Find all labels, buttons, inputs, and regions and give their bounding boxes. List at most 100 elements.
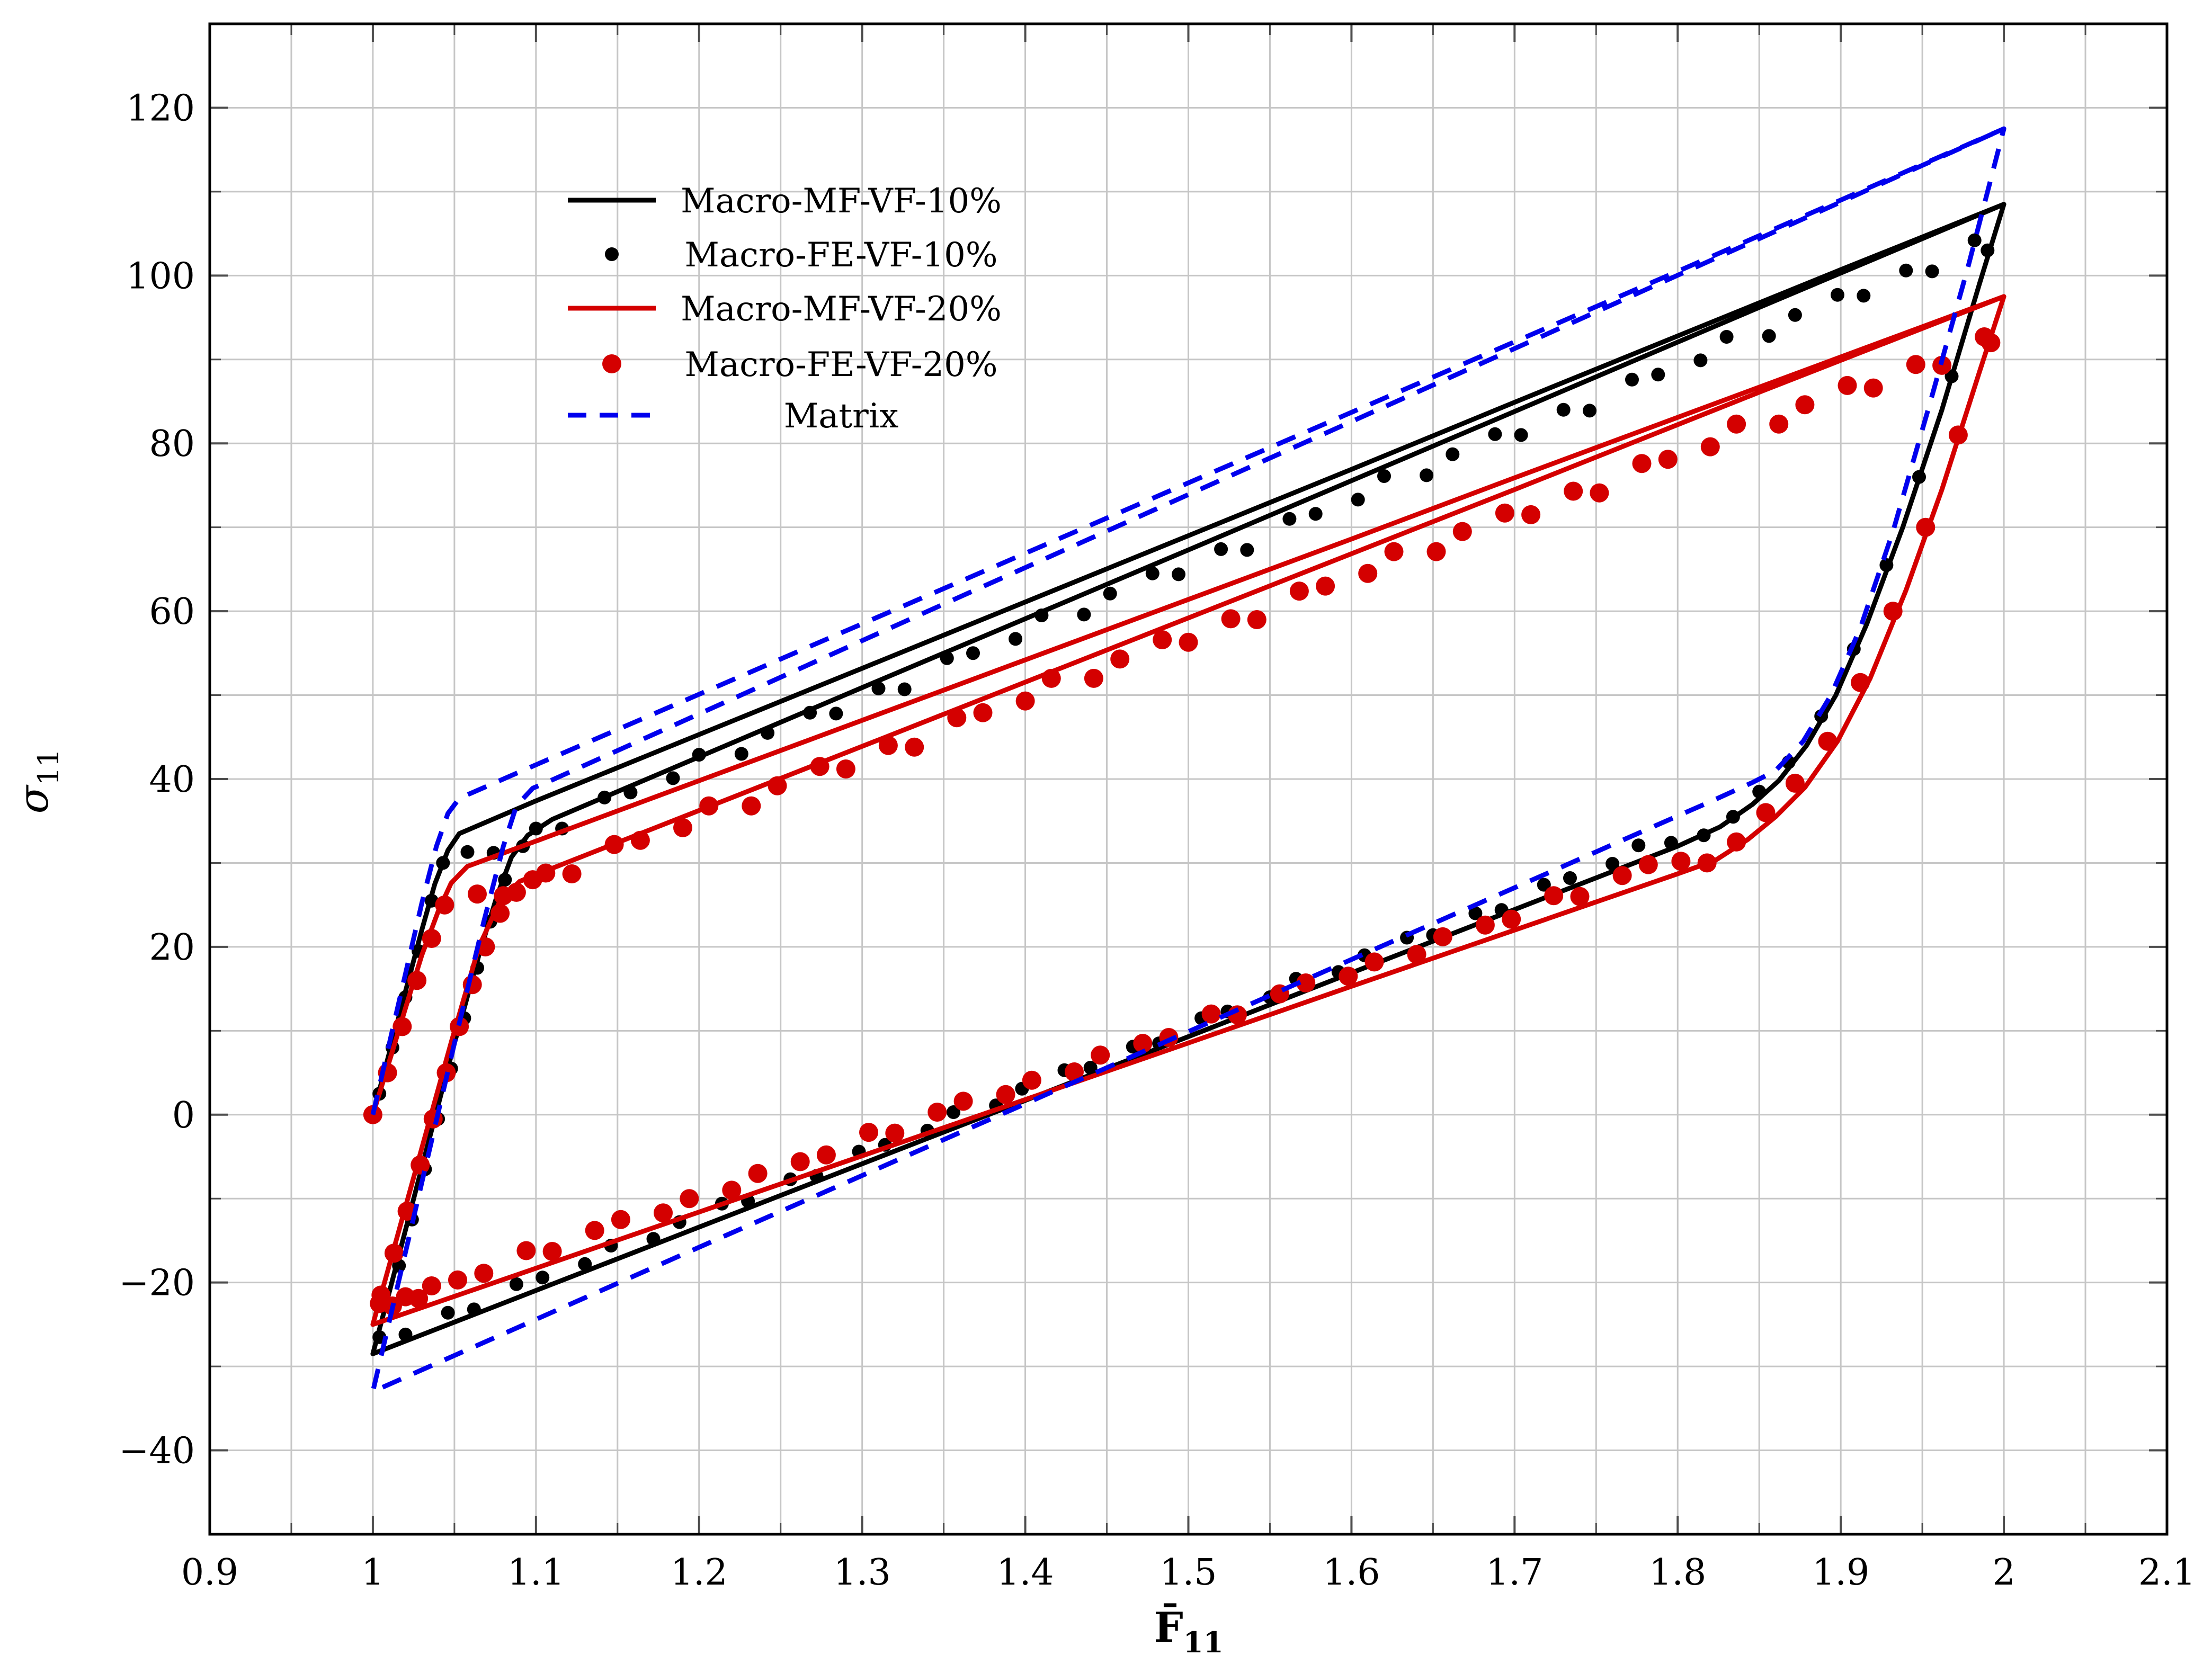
legend-sample-marker <box>605 247 619 261</box>
y-tick-label: −40 <box>119 1430 195 1472</box>
marker-macro-fe-vf-20- <box>1612 866 1632 885</box>
marker-macro-fe-vf-20- <box>1916 517 1936 537</box>
marker-macro-fe-vf-10- <box>940 651 954 665</box>
legend-label: Macro-MF-VF-10% <box>681 182 1002 221</box>
marker-macro-fe-vf-20- <box>1426 542 1446 561</box>
marker-macro-fe-vf-10- <box>1981 243 1995 257</box>
legend-label: Macro-FE-VF-20% <box>684 345 997 384</box>
marker-macro-fe-vf-20- <box>953 1092 973 1111</box>
marker-macro-fe-vf-10- <box>1899 263 1913 278</box>
marker-macro-fe-vf-20- <box>1521 505 1541 524</box>
marker-macro-fe-vf-10- <box>666 771 680 785</box>
x-tick-label: 1.7 <box>1486 1552 1543 1594</box>
marker-macro-fe-vf-20- <box>1658 450 1678 469</box>
marker-macro-fe-vf-10- <box>1726 810 1740 824</box>
marker-macro-fe-vf-20- <box>1201 1004 1221 1024</box>
marker-macro-fe-vf-20- <box>393 1017 412 1036</box>
marker-macro-fe-vf-10- <box>734 747 748 761</box>
marker-macro-fe-vf-10- <box>498 873 512 887</box>
marker-macro-fe-vf-10- <box>646 1232 661 1246</box>
y-axis-title: σ11 <box>10 749 65 814</box>
marker-macro-fe-vf-10- <box>1945 369 1959 383</box>
axis-ticks <box>209 24 2168 1534</box>
marker-macro-fe-vf-20- <box>859 1123 878 1142</box>
marker-macro-fe-vf-10- <box>1752 784 1767 799</box>
marker-macro-fe-vf-10- <box>966 646 980 660</box>
x-tick-label: 1.3 <box>834 1552 891 1594</box>
marker-macro-fe-vf-20- <box>422 1276 441 1295</box>
data-series <box>363 126 2006 1394</box>
marker-macro-fe-vf-20- <box>748 1164 768 1183</box>
marker-macro-fe-vf-20- <box>947 708 967 728</box>
x-tick-label: 1.1 <box>507 1552 565 1594</box>
plot-frame <box>208 22 2169 1536</box>
marker-macro-fe-vf-20- <box>1133 1034 1153 1053</box>
marker-macro-fe-vf-20- <box>1906 355 1925 374</box>
y-tick-label: 20 <box>149 927 195 969</box>
marker-macro-fe-vf-20- <box>474 1264 494 1283</box>
legend: Macro-MF-VF-10% Macro-FE-VF-10% Macro-MF-V… <box>568 182 1002 436</box>
marker-macro-fe-vf-20- <box>1407 945 1426 964</box>
marker-macro-fe-vf-20- <box>1727 414 1746 434</box>
legend-label: Matrix <box>784 397 899 436</box>
marker-macro-fe-vf-10- <box>597 790 612 804</box>
marker-macro-fe-vf-20- <box>1091 1045 1110 1065</box>
tick-labels: 0.9 1 1.1 1.2 1.3 1.4 1.5 1.6 1.7 1.8 1.9 2 2.1 −40 −2… <box>119 87 2196 1594</box>
series-macro-fe-vf-10- <box>372 233 1995 1344</box>
marker-macro-fe-vf-10- <box>1446 447 1460 461</box>
marker-macro-fe-vf-20- <box>1785 773 1805 793</box>
marker-macro-fe-vf-20- <box>1948 425 1968 445</box>
marker-macro-fe-vf-20- <box>585 1221 604 1240</box>
marker-macro-fe-vf-10- <box>1556 402 1571 417</box>
legend-entry-matrix: Matrix <box>568 397 898 436</box>
marker-macro-fe-vf-10- <box>1282 512 1297 526</box>
marker-macro-fe-vf-20- <box>1818 731 1838 751</box>
marker-macro-fe-vf-10- <box>1034 609 1049 622</box>
marker-macro-fe-vf-20- <box>1502 909 1521 929</box>
marker-macro-fe-vf-20- <box>384 1243 404 1263</box>
marker-macro-fe-vf-20- <box>448 1270 467 1290</box>
marker-macro-fe-vf-10- <box>536 1271 550 1285</box>
marker-macro-fe-vf-10- <box>947 1105 961 1119</box>
x-tick-label: 2 <box>1992 1552 2015 1594</box>
marker-macro-fe-vf-20- <box>1838 375 1857 395</box>
marker-macro-fe-vf-20- <box>654 1203 673 1223</box>
marker-macro-fe-vf-20- <box>1564 481 1583 501</box>
axis-titles: σ11 F̄11 <box>10 749 1224 1659</box>
marker-macro-fe-vf-20- <box>490 903 510 923</box>
marker-macro-fe-vf-20- <box>604 835 624 854</box>
marker-macro-fe-vf-20- <box>411 1155 430 1175</box>
marker-macro-fe-vf-20- <box>422 929 441 948</box>
marker-macro-fe-vf-20- <box>1110 649 1130 669</box>
marker-macro-fe-vf-10- <box>1009 632 1023 646</box>
marker-macro-fe-vf-20- <box>878 736 898 755</box>
marker-macro-fe-vf-10- <box>1420 468 1434 482</box>
marker-macro-fe-vf-20- <box>1384 542 1404 561</box>
y-tick-label: 60 <box>149 591 195 633</box>
marker-macro-fe-vf-10- <box>1103 586 1117 601</box>
marker-macro-fe-vf-20- <box>836 759 855 779</box>
marker-macro-fe-vf-20- <box>1981 333 2001 353</box>
y-tick-label: −20 <box>119 1263 195 1304</box>
marker-macro-fe-vf-10- <box>1631 838 1646 853</box>
marker-macro-fe-vf-20- <box>973 703 993 722</box>
marker-macro-fe-vf-10- <box>529 821 543 836</box>
marker-macro-fe-vf-10- <box>1664 836 1678 850</box>
x-tick-label: 2.1 <box>2138 1552 2196 1594</box>
marker-macro-fe-vf-20- <box>523 870 542 890</box>
legend-sample-marker <box>602 354 621 373</box>
marker-macro-fe-vf-10- <box>1172 567 1185 581</box>
marker-macro-fe-vf-20- <box>996 1085 1015 1104</box>
marker-macro-fe-vf-20- <box>1247 610 1266 629</box>
marker-macro-fe-vf-20- <box>1544 886 1564 906</box>
marker-macro-fe-vf-20- <box>1296 973 1316 992</box>
marker-macro-fe-vf-20- <box>1883 602 1903 621</box>
marker-macro-fe-vf-20- <box>699 796 719 816</box>
x-tick-label: 1.5 <box>1159 1552 1217 1594</box>
marker-macro-fe-vf-10- <box>623 785 638 800</box>
marker-macro-fe-vf-20- <box>450 1017 469 1036</box>
marker-macro-fe-vf-20- <box>1065 1062 1084 1081</box>
marker-macro-fe-vf-20- <box>1289 581 1309 601</box>
marker-macro-fe-vf-10- <box>1145 566 1159 580</box>
